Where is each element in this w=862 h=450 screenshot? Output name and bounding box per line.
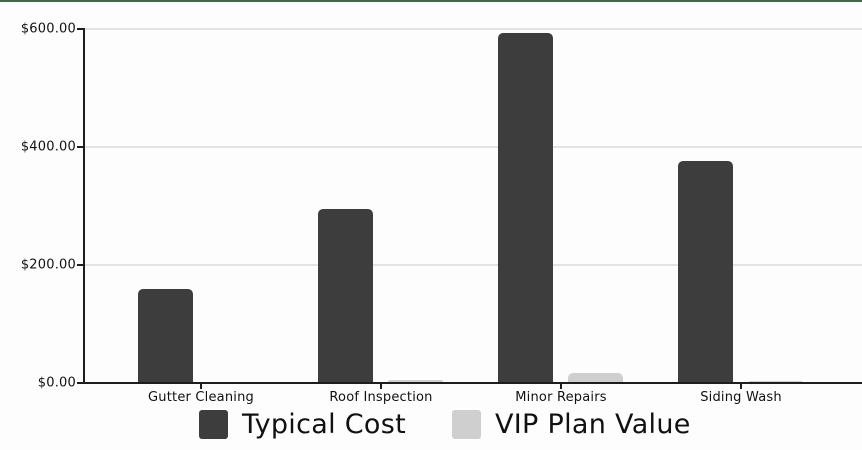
bar-typical-cost[interactable]: [138, 288, 193, 383]
gridline: [85, 28, 862, 30]
y-tick-label: $400.00: [20, 139, 76, 155]
y-tick-label: $600.00: [20, 21, 76, 37]
legend-item-vip-plan-value[interactable]: VIP Plan Value: [452, 406, 691, 442]
bar-typical-cost[interactable]: [318, 208, 373, 383]
legend-swatch-vip-plan-value: [452, 409, 481, 439]
x-tick-label: Roof Inspection: [329, 390, 433, 405]
bar-typical-cost[interactable]: [498, 33, 553, 383]
x-tick-label: Gutter Cleaning: [148, 390, 254, 405]
y-tick-mark: [77, 382, 84, 384]
y-tick-label: $200.00: [20, 257, 76, 273]
y-tick-mark: [77, 146, 84, 148]
bar-typical-cost[interactable]: [678, 160, 733, 383]
legend-label: Typical Cost: [242, 408, 407, 440]
y-tick-label: $0.00: [37, 375, 76, 391]
x-tick-mark: [200, 383, 202, 389]
gridline: [85, 146, 862, 148]
bar-vip-plan-value[interactable]: [388, 380, 443, 383]
x-tick-label: Siding Wash: [700, 390, 782, 405]
y-tick-mark: [77, 28, 84, 30]
y-axis: [83, 28, 85, 384]
x-tick-mark: [740, 383, 742, 389]
x-tick-mark: [560, 383, 562, 389]
legend-label: VIP Plan Value: [495, 408, 691, 440]
top-border: [0, 0, 862, 2]
legend-item-typical-cost[interactable]: Typical Cost: [199, 406, 406, 442]
x-tick-label: Minor Repairs: [515, 390, 607, 405]
y-tick-mark: [77, 264, 84, 266]
bar-vip-plan-value[interactable]: [568, 372, 623, 383]
bar-vip-plan-value[interactable]: [748, 380, 803, 383]
gridline: [85, 264, 862, 266]
x-tick-mark: [380, 383, 382, 389]
legend: Typical Cost VIP Plan Value: [0, 406, 862, 442]
x-axis: [83, 382, 862, 384]
legend-swatch-typical-cost: [199, 409, 228, 439]
